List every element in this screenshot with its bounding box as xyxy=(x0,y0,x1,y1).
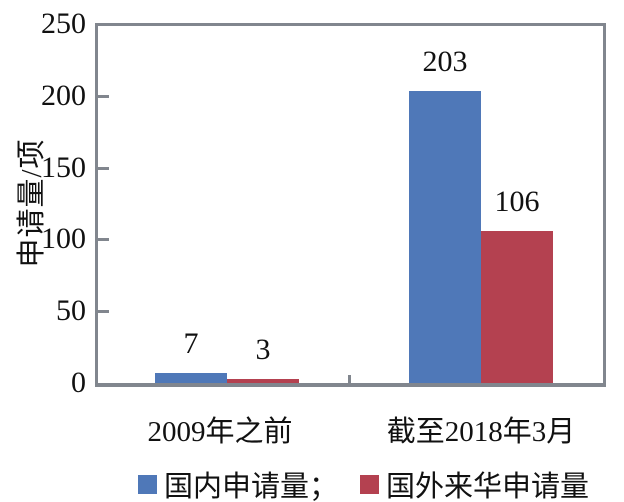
bar-value-label: 7 xyxy=(183,327,199,360)
y-tick-label: 100 xyxy=(41,222,86,256)
bar-value-label: 106 xyxy=(494,185,540,218)
y-tick-label: 50 xyxy=(56,294,86,328)
x-tick-mark xyxy=(348,375,351,383)
y-tick-mark xyxy=(98,166,109,170)
legend: 国内申请量； 国外来华申请量 xyxy=(138,463,589,502)
legend-swatch-icon xyxy=(360,474,380,494)
legend-label: 国内申请量； xyxy=(164,471,339,502)
bar-国内申请量 xyxy=(155,373,227,383)
y-tick-label: 200 xyxy=(41,78,86,112)
y-tick-label: 250 xyxy=(41,7,86,40)
y-tick-mark xyxy=(98,238,109,242)
x-category-label: 2009年之前 xyxy=(147,416,293,448)
y-tick-mark xyxy=(98,310,109,314)
bar-国外来华申请量 xyxy=(481,231,553,383)
legend-item: 国内申请量； xyxy=(138,463,338,502)
y-tick-mark xyxy=(98,94,109,98)
bar-value-label: 3 xyxy=(255,333,271,366)
legend-swatch-icon xyxy=(138,474,157,494)
bar-value-label: 203 xyxy=(422,45,468,78)
y-tick-label: 150 xyxy=(41,150,86,184)
bar-国外来华申请量 xyxy=(227,379,299,383)
legend-label: 国外来华申请量 xyxy=(386,471,590,502)
plot-area: 7 203 3 106 xyxy=(95,23,606,387)
legend-item: 国外来华申请量 xyxy=(360,463,589,502)
x-category-label: 截至2018年3月 xyxy=(386,416,576,448)
bar-国内申请量 xyxy=(409,91,481,383)
y-tick-label: 0 xyxy=(71,366,86,399)
